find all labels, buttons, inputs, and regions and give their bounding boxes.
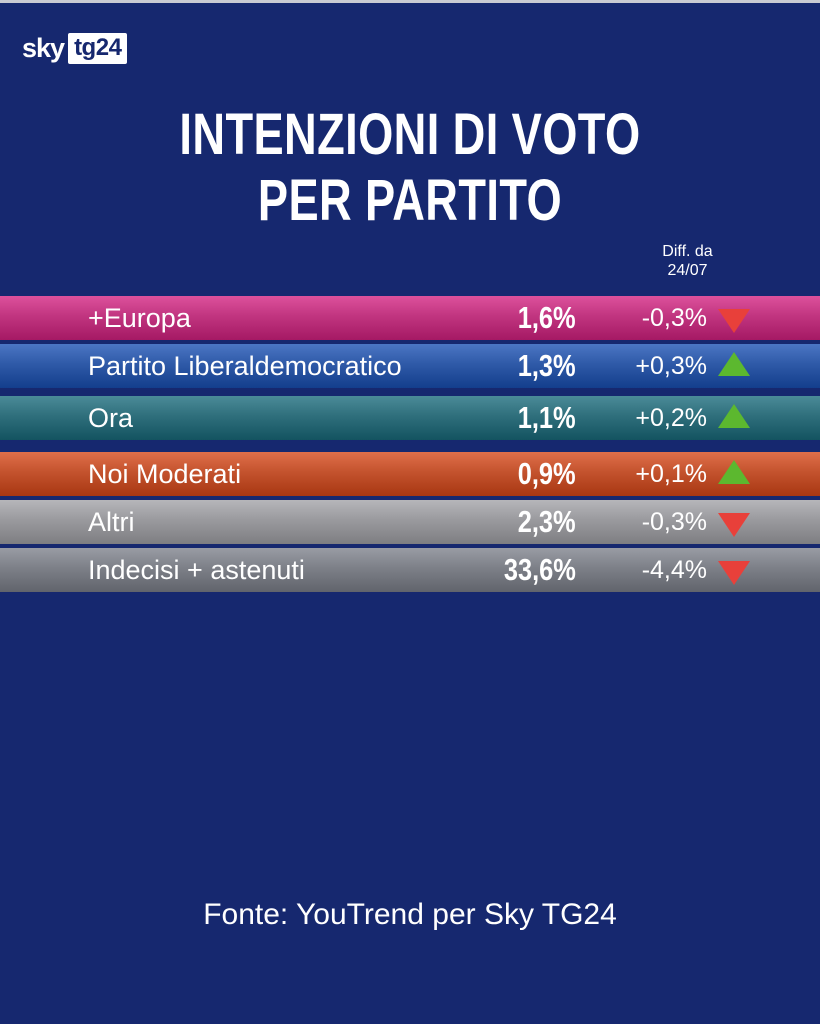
diff-value: -0,3%: [641, 508, 707, 536]
table-row: Ora 1,1% +0,2%: [0, 396, 820, 440]
vote-share-value: 1,1%: [518, 400, 576, 435]
triangle-up-icon: [718, 404, 750, 428]
table-row: Noi Moderati 0,9% +0,1%: [0, 452, 820, 496]
party-label: Ora: [88, 403, 134, 433]
table-row: +Europa 1,6% -0,3%: [0, 296, 820, 340]
chart-title-line2: PER PARTITO: [257, 168, 563, 233]
arrow-up-icon: [718, 396, 752, 440]
arrow-up-icon: [718, 344, 752, 388]
arrow-down-icon: [718, 548, 752, 592]
diff-value: +0,1%: [635, 460, 707, 488]
chart-title-line1: INTENZIONI DI VOTO: [179, 102, 641, 167]
party-label: +Europa: [88, 303, 191, 333]
arrow-down-icon: [718, 296, 752, 340]
chart-title: INTENZIONI DI VOTO PER PARTITO: [90, 102, 730, 234]
party-label: Partito Liberaldemocratico: [88, 351, 402, 381]
diff-header-line1: Diff. da: [662, 243, 713, 260]
vote-share-value: 2,3%: [518, 504, 576, 539]
logo-tg24-text: tg24: [68, 32, 128, 64]
skytg24-logo: sky tg24: [22, 31, 128, 65]
party-label: Altri: [88, 507, 135, 537]
diff-value: +0,2%: [635, 404, 707, 432]
arrow-up-icon: [718, 452, 752, 496]
diff-header-line2: 24/07: [667, 262, 708, 279]
arrow-down-icon: [718, 500, 752, 544]
top-border: [0, 0, 820, 3]
diff-value: -0,3%: [641, 304, 707, 332]
diff-value: -4,4%: [641, 556, 707, 584]
vote-share-value: 0,9%: [518, 456, 576, 491]
triangle-down-icon: [718, 561, 750, 585]
diff-value: +0,3%: [635, 352, 707, 380]
diff-column-header: Diff. da 24/07: [640, 242, 735, 280]
source-note: Fonte: YouTrend per Sky TG24: [203, 898, 617, 931]
triangle-up-icon: [718, 460, 750, 484]
vote-share-value: 1,6%: [518, 300, 576, 335]
table-row: Altri 2,3% -0,3%: [0, 500, 820, 544]
vote-share-value: 1,3%: [518, 348, 576, 383]
triangle-down-icon: [718, 513, 750, 537]
table-row: Partito Liberaldemocratico 1,3% +0,3%: [0, 344, 820, 388]
vote-share-value: 33,6%: [503, 552, 576, 587]
triangle-up-icon: [718, 352, 750, 376]
logo-sky-text: sky: [22, 32, 65, 63]
party-label: Noi Moderati: [88, 459, 242, 489]
party-label: Indecisi + astenuti: [88, 555, 305, 585]
triangle-down-icon: [718, 309, 750, 333]
table-row: Indecisi + astenuti 33,6% -4,4%: [0, 548, 820, 592]
